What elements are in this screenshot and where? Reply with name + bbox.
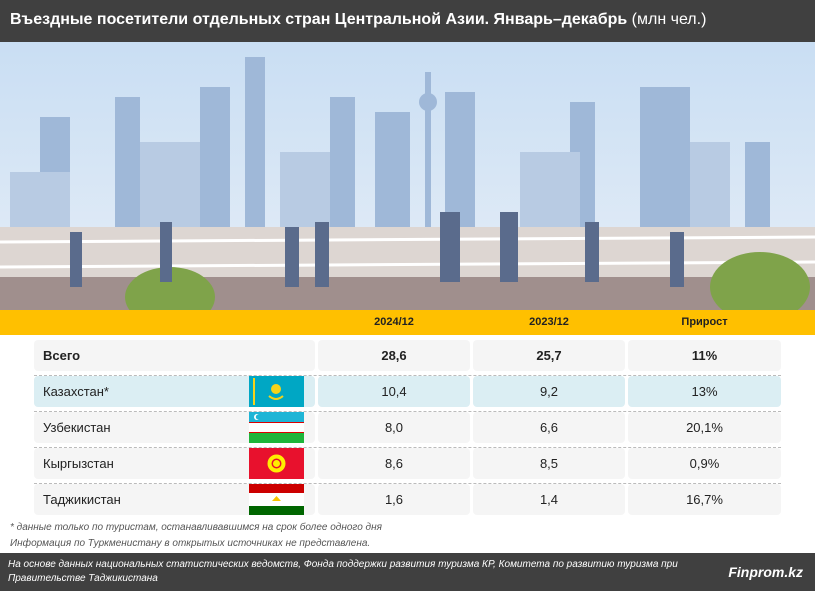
divider	[34, 483, 781, 484]
city-illustration	[0, 42, 815, 310]
value-growth: 11%	[628, 340, 781, 371]
divider	[34, 447, 781, 448]
kyrgyzstan-flag-icon	[249, 448, 304, 479]
column-header-2024: 2024/12	[374, 316, 414, 328]
value-2024: 28,6	[318, 340, 470, 371]
divider	[34, 411, 781, 412]
tajikistan-flag-icon	[249, 484, 304, 515]
table-row: Кыргызстан 8,6 8,5 0,9%	[34, 448, 781, 479]
table-row: Казахстан* 10,4 9,2 13%	[34, 376, 781, 407]
value-growth: 20,1%	[628, 412, 781, 443]
uzbekistan-flag-icon	[249, 412, 304, 443]
value-growth: 0,9%	[628, 448, 781, 479]
table-header: 2024/12 2023/12 Прирост	[0, 310, 815, 335]
footnote-tourists: * данные только по туристам, останавлива…	[10, 522, 382, 533]
brand-logo: Finprom.kz	[728, 564, 803, 580]
table-row: Узбекистан 8,0 6,6 20,1%	[34, 412, 781, 443]
kazakhstan-flag-icon	[249, 376, 304, 407]
row-label: Всего	[34, 340, 315, 371]
value-growth: 13%	[628, 376, 781, 407]
value-2024: 10,4	[318, 376, 470, 407]
column-header-growth: Прирост	[681, 316, 728, 328]
value-2023: 1,4	[473, 484, 625, 515]
table-row-total: Всего 28,6 25,7 11%	[34, 340, 781, 371]
divider	[34, 375, 781, 376]
value-growth: 16,7%	[628, 484, 781, 515]
footer: На основе данных национальных статистиче…	[0, 553, 815, 591]
source-text: На основе данных национальных статистиче…	[8, 559, 678, 584]
footnotes: * данные только по туристам, останавлива…	[10, 520, 382, 552]
value-2023: 9,2	[473, 376, 625, 407]
table-row: Таджикистан 1,6 1,4 16,7%	[34, 484, 781, 515]
value-2024: 8,6	[318, 448, 470, 479]
footnote-turkmenistan: Информация по Туркменистану в открытых и…	[10, 538, 371, 549]
value-2023: 6,6	[473, 412, 625, 443]
column-header-2023: 2023/12	[529, 316, 569, 328]
value-2023: 25,7	[473, 340, 625, 371]
value-2024: 8,0	[318, 412, 470, 443]
value-2023: 8,5	[473, 448, 625, 479]
value-2024: 1,6	[318, 484, 470, 515]
page-title: Въездные посетители отдельных стран Цент…	[0, 0, 815, 42]
